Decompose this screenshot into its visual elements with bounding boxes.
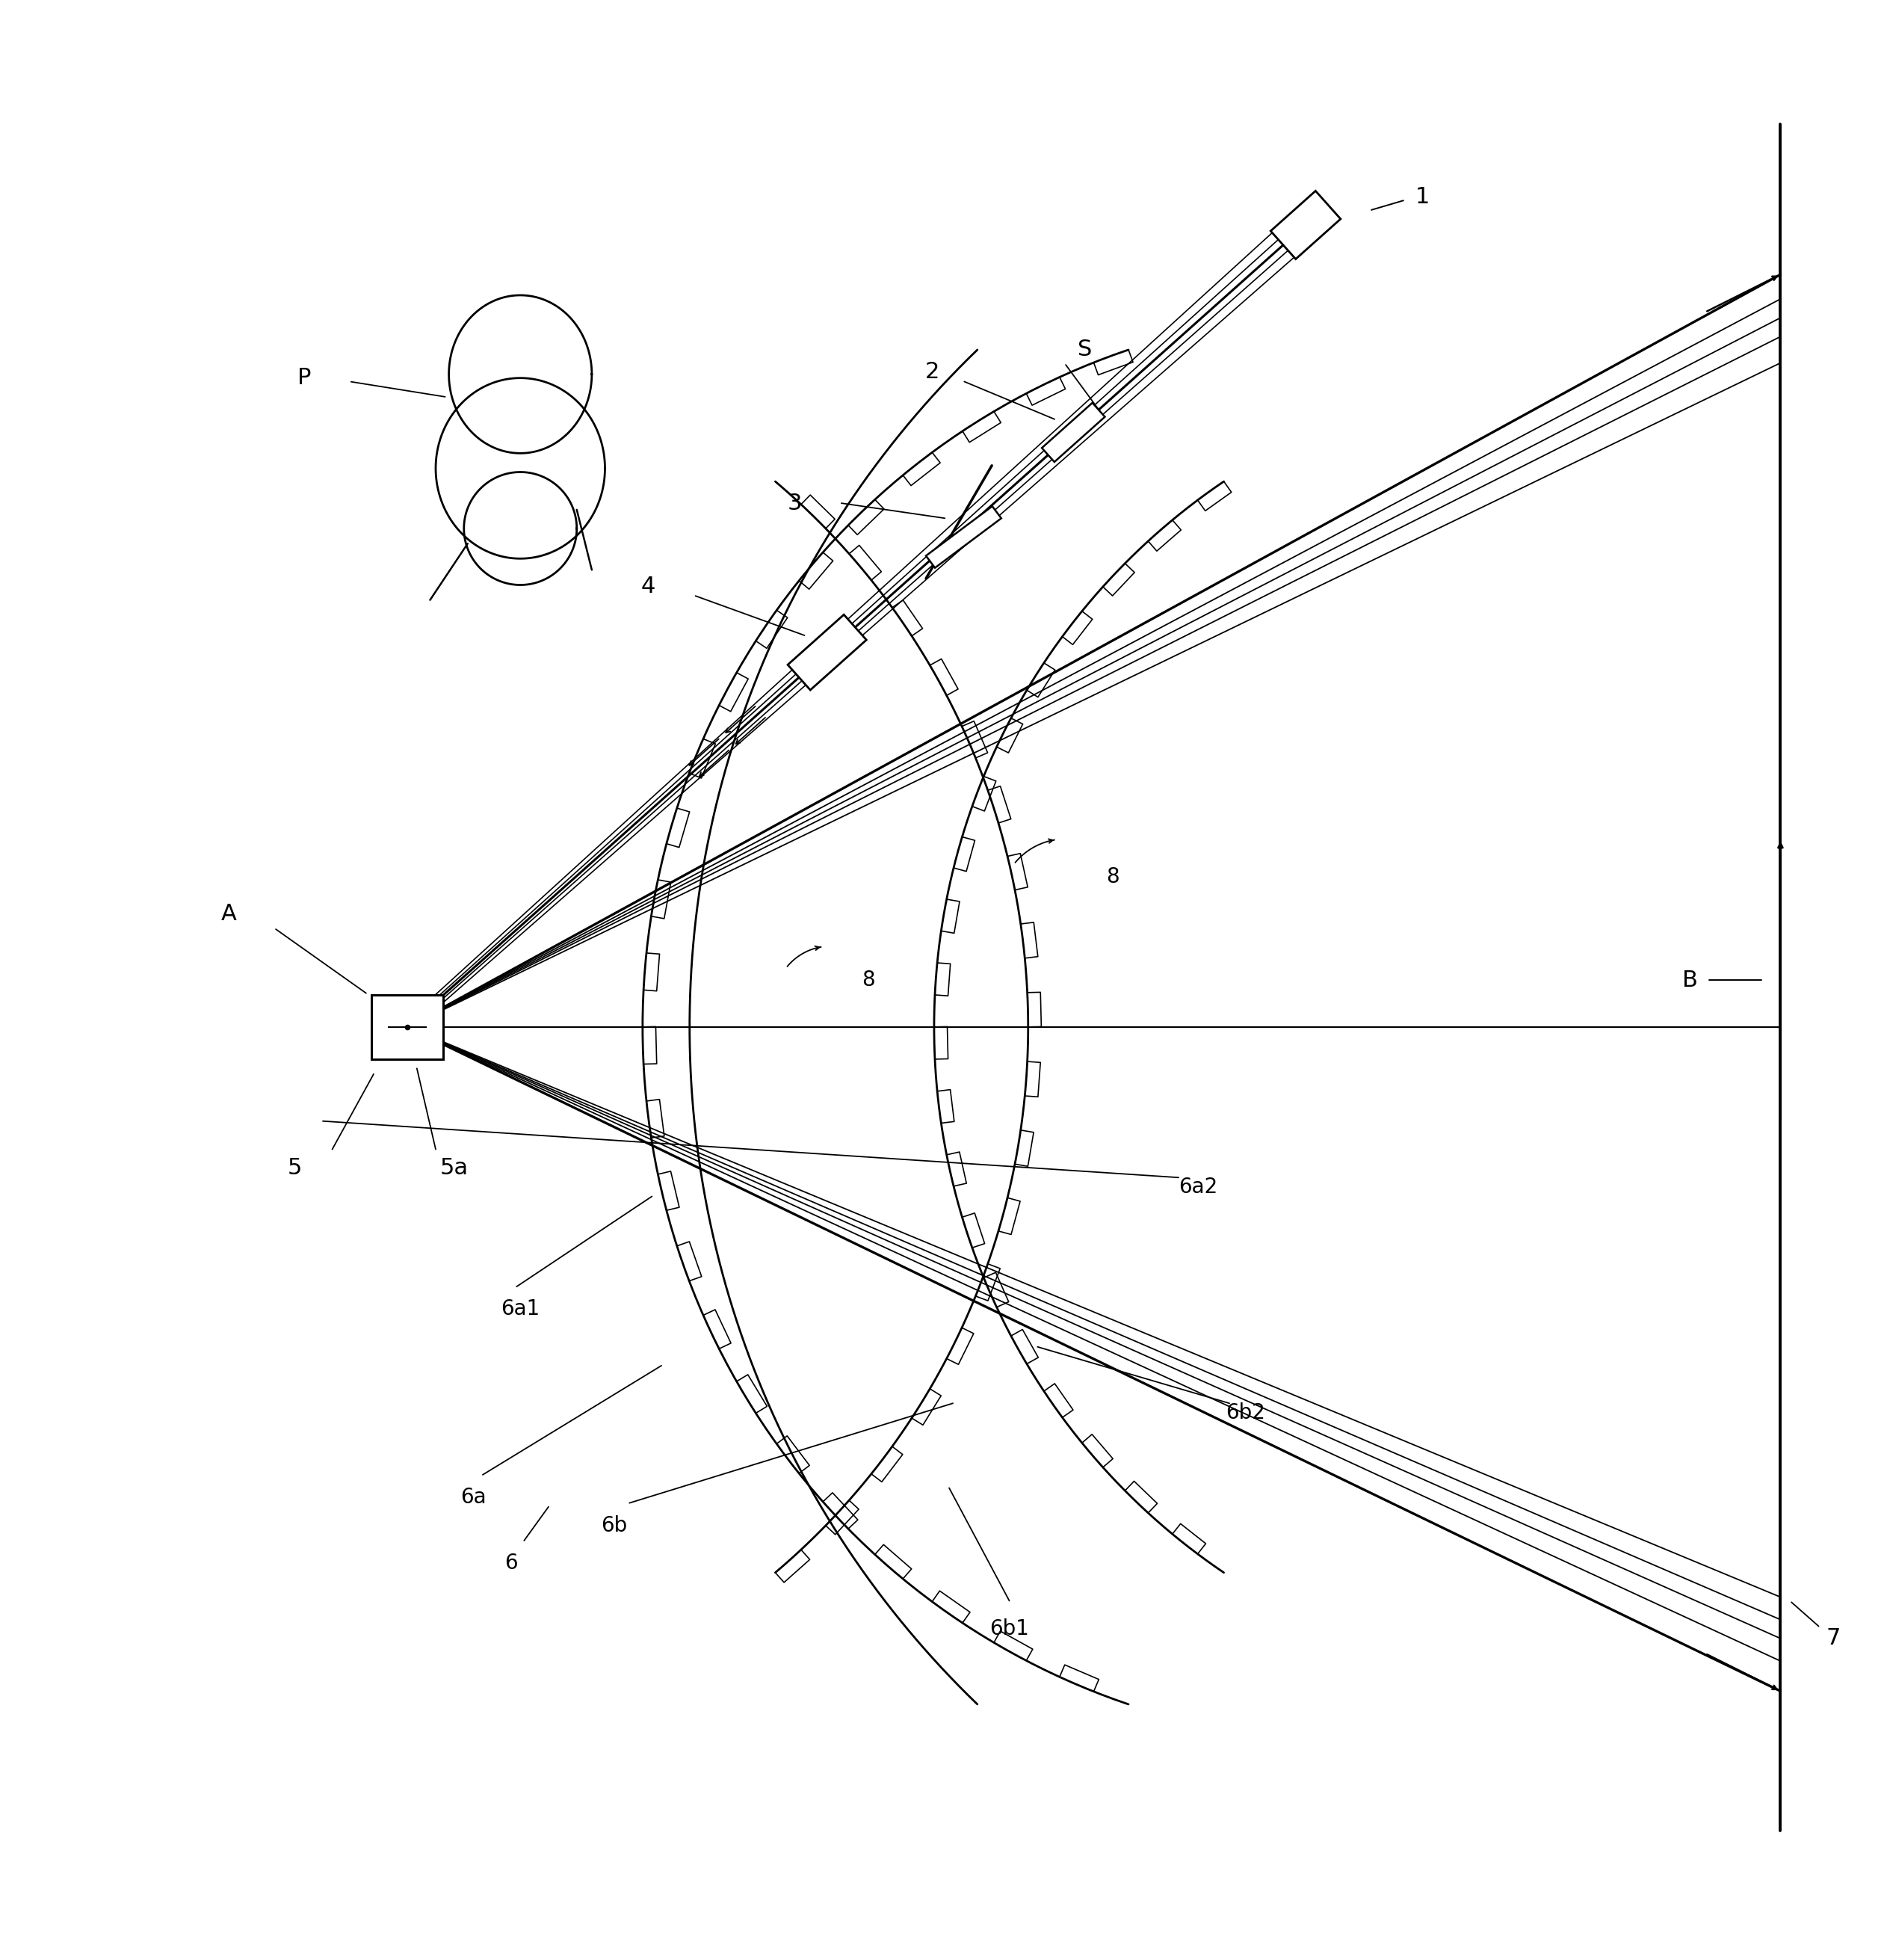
Text: 6b2: 6b2 <box>1227 1401 1264 1423</box>
Text: 7: 7 <box>1827 1627 1840 1648</box>
Text: 3: 3 <box>787 492 802 514</box>
Bar <box>1042 404 1106 463</box>
Text: 6: 6 <box>504 1552 517 1574</box>
Text: 4: 4 <box>642 576 655 598</box>
Text: 5: 5 <box>287 1156 302 1180</box>
Text: A: A <box>221 904 236 925</box>
Text: 6a1: 6a1 <box>500 1299 540 1319</box>
Text: 1: 1 <box>1415 186 1430 208</box>
Bar <box>1270 190 1340 259</box>
Text: 8: 8 <box>862 970 876 990</box>
Text: 6b1: 6b1 <box>989 1619 1028 1639</box>
Text: 6b: 6b <box>602 1515 628 1537</box>
Bar <box>787 615 866 690</box>
Text: 2: 2 <box>925 361 940 382</box>
Text: S: S <box>1077 339 1093 361</box>
Bar <box>372 996 443 1058</box>
Bar <box>927 506 1002 568</box>
Text: 8: 8 <box>1106 866 1119 888</box>
Text: 6a: 6a <box>460 1488 487 1507</box>
Text: 6a2: 6a2 <box>1179 1176 1217 1198</box>
Text: P: P <box>296 367 311 388</box>
Text: B: B <box>1683 968 1698 992</box>
Text: 5a: 5a <box>440 1156 468 1180</box>
